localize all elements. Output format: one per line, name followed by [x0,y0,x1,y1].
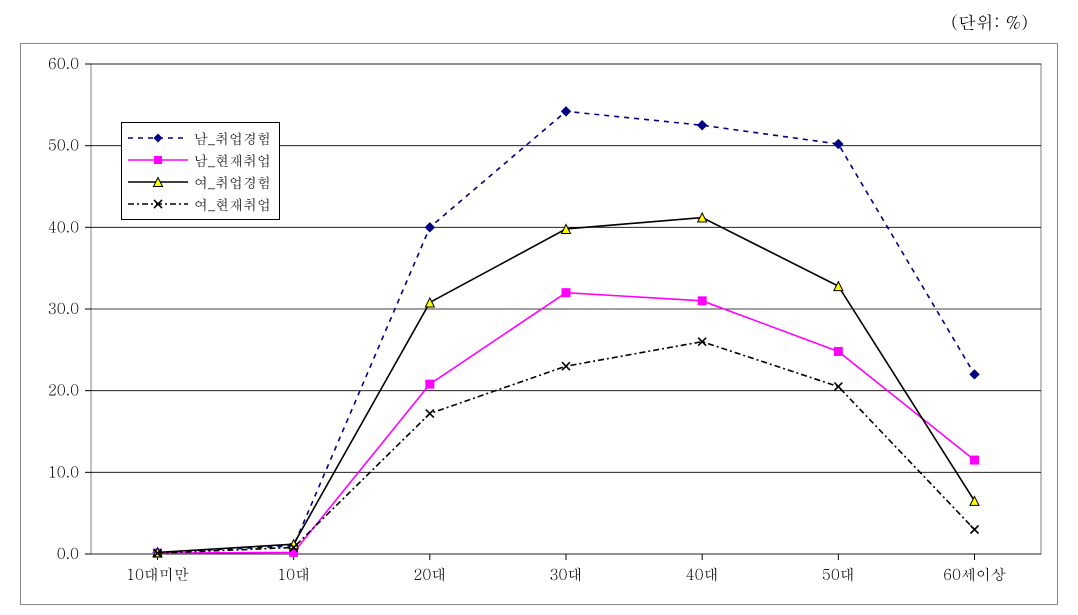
svg-text:10대미만: 10대미만 [126,564,189,585]
svg-text:30대: 30대 [550,564,583,585]
svg-text:60.0: 60.0 [48,53,79,74]
legend-item-f_cur: 여_현재취업 [128,193,271,215]
svg-text:40대: 40대 [686,564,719,585]
legend-item-f_exp: 여_취업경험 [128,171,271,193]
svg-text:40.0: 40.0 [48,216,79,237]
svg-text:30.0: 30.0 [48,298,79,319]
svg-text:20.0: 20.0 [48,380,79,401]
svg-text:10대: 10대 [277,564,310,585]
svg-text:50.0: 50.0 [48,135,79,156]
svg-text:60세이상: 60세이상 [943,564,1006,585]
svg-text:0.0: 0.0 [57,543,79,564]
legend-label: 남_취업경험 [194,128,271,148]
svg-text:50대: 50대 [822,564,855,585]
legend-label: 남_현재취업 [194,150,271,170]
svg-text:20대: 20대 [413,564,446,585]
legend-label: 여_취업경험 [194,172,271,192]
legend-item-m_exp: 남_취업경험 [128,127,271,149]
chart-legend: 남_취업경험남_현재취업여_취업경험여_현재취업 [121,122,280,220]
chart-container: 0.0 10.0 20.0 30.0 40.0 50.0 60.0 10대미만 10대 20대 30… [20,43,1058,605]
svg-text:10.0: 10.0 [48,461,79,482]
unit-label: (단위: %) [20,10,1058,35]
legend-item-m_cur: 남_현재취업 [128,149,271,171]
legend-label: 여_현재취업 [194,194,271,214]
